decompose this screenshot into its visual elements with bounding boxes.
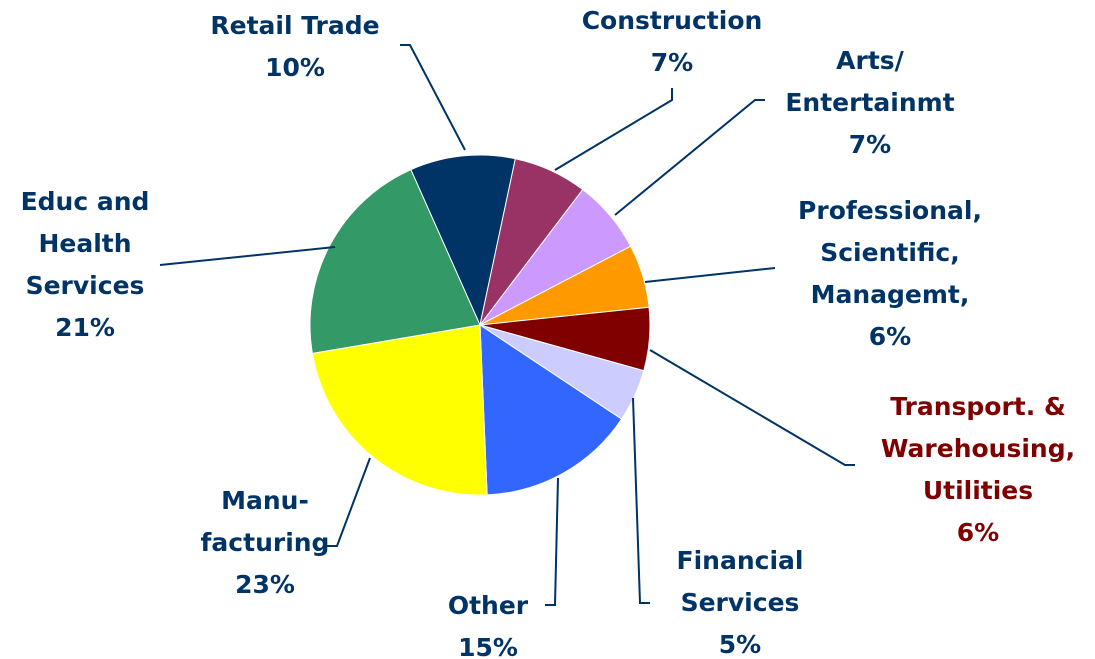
leader-line <box>400 44 466 151</box>
label-line: Entertainmt <box>785 88 954 117</box>
pie-slice <box>410 154 516 327</box>
label-line: Other <box>448 591 529 620</box>
label-line: Professional, <box>798 196 982 225</box>
value-label: 7% <box>651 48 693 77</box>
label-line: Financial <box>677 546 804 575</box>
value-label: 15% <box>458 633 518 659</box>
value-label: 23% <box>235 570 295 599</box>
label-line: Retail Trade <box>210 11 379 40</box>
leader-line <box>554 88 673 171</box>
label-line: Health <box>38 229 131 258</box>
leader-line <box>644 267 776 283</box>
leader-line <box>545 477 559 606</box>
label-line: Manu- <box>221 486 309 515</box>
slice-label: Other 15% <box>448 591 529 659</box>
label-line: Scientific, <box>820 238 960 267</box>
slice-label: Professional, Scientific, Managemt, 6% <box>798 196 982 351</box>
label-line: Services <box>26 271 145 300</box>
label-line: Managemt, <box>811 280 970 309</box>
label-line: Services <box>681 588 800 617</box>
value-label: 10% <box>265 53 325 82</box>
value-label: 7% <box>849 130 891 159</box>
slice-label: Educ and Health Services 21% <box>21 187 150 342</box>
leader-line <box>325 457 371 547</box>
leader-line <box>632 397 650 604</box>
slice-label: Manu-facturing 23% <box>201 486 330 599</box>
label-line: Warehousing, <box>881 434 1075 463</box>
label-line: Construction <box>582 6 763 35</box>
slice-label: Arts/Entertainmt 7% <box>785 46 954 159</box>
value-label: 5% <box>719 630 761 659</box>
slice-label: Retail Trade 10% <box>210 11 379 82</box>
value-label: 21% <box>55 313 115 342</box>
label-line: Educ and <box>21 187 150 216</box>
slice-label: Transport. & Warehousing, Utilities 6% <box>881 392 1075 547</box>
label-line: Arts/ <box>836 46 905 75</box>
leader-line <box>649 349 855 466</box>
value-label: 6% <box>957 518 999 547</box>
value-label: 6% <box>869 322 911 351</box>
pie-slice <box>479 324 623 496</box>
label-line: Utilities <box>923 476 1033 505</box>
slice-label: Construction 7% <box>582 6 763 77</box>
leader-line <box>159 246 336 266</box>
label-line: Transport. & <box>890 392 1066 421</box>
label-line: facturing <box>201 528 330 557</box>
leader-line <box>614 99 765 216</box>
pie-slice <box>311 324 488 496</box>
slice-label: Financial Services 5% <box>677 546 804 659</box>
pie-slice <box>309 169 481 354</box>
